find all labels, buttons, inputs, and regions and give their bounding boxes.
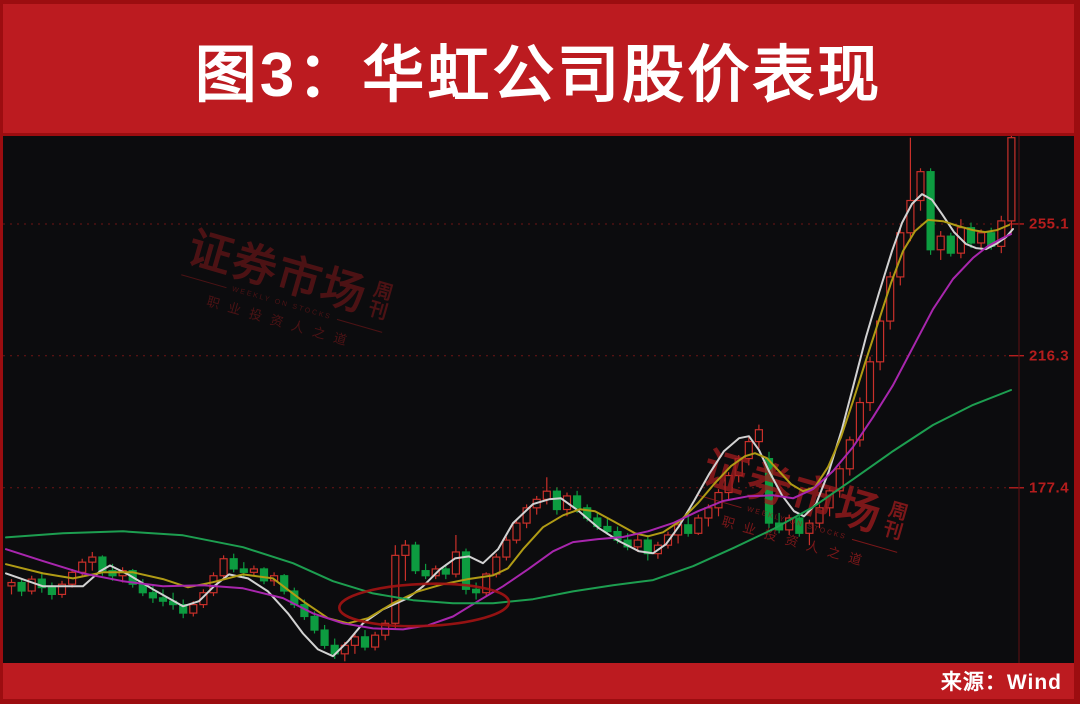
candle-body (310, 615, 319, 631)
candle-body (714, 491, 723, 509)
candle-body (966, 227, 976, 244)
candle-body (865, 361, 875, 404)
candle-body (835, 468, 844, 492)
candle-body (219, 558, 228, 577)
candle-body (916, 171, 925, 202)
candle-body (946, 235, 955, 254)
chart-canvas-base (3, 136, 1024, 663)
source-label: 来源：Wind (940, 671, 1062, 694)
candle-body (926, 171, 935, 251)
candle-body (360, 636, 370, 648)
candle-body (7, 581, 16, 587)
candle-body (88, 556, 97, 563)
candle-body (27, 578, 36, 592)
candle-body (744, 441, 753, 460)
candle-body (411, 544, 420, 572)
candle-body (441, 568, 450, 575)
candle-body (148, 592, 157, 599)
candle-body (472, 588, 481, 594)
candle-body (825, 490, 834, 509)
candlestick-chart: 证券市场 周刊 WEEKLY ON STOCKS 职业投资人之道 证券市场 周刊… (3, 136, 1074, 663)
figure-header: 图3：华虹公司股价表现 (3, 4, 1074, 133)
candle-body (896, 232, 905, 278)
figure-footer: 来源：Wind (3, 663, 1074, 699)
ma-long-magenta (5, 233, 1012, 631)
candle-body (229, 558, 238, 570)
candle-body (855, 401, 865, 441)
candle-body (694, 517, 703, 534)
candle-body (997, 220, 1006, 247)
candle-body (371, 634, 380, 648)
candle-body (421, 570, 430, 577)
candle-body (259, 568, 269, 582)
highlight-ellipse (338, 582, 511, 628)
candle-body (764, 457, 774, 524)
candle-body (391, 554, 400, 624)
candle-body (936, 235, 945, 251)
candle-body (875, 320, 885, 363)
candle-body (522, 507, 531, 524)
candle-body (47, 587, 57, 596)
candle-body (179, 603, 188, 614)
candle-body (512, 522, 521, 541)
candle-body (57, 583, 67, 596)
candle-body (785, 517, 794, 531)
figure-title: 图3：华虹公司股价表现 (194, 40, 883, 110)
candle-body (815, 507, 824, 524)
candle-body (673, 524, 683, 536)
candle-body (734, 457, 743, 477)
ma-longest-green (5, 389, 1012, 605)
candle-body (572, 495, 582, 509)
candle-body (795, 517, 804, 534)
candle-body (37, 578, 46, 589)
candle-body (754, 429, 764, 443)
candle-body (17, 581, 26, 592)
candle-body (603, 525, 612, 533)
candle-body (350, 636, 359, 646)
ma-mid-yellow (5, 218, 1010, 625)
candle-body (906, 199, 915, 234)
candle-body (401, 544, 410, 556)
candle-body (199, 592, 208, 606)
candle-body (724, 474, 733, 494)
candle-body (482, 573, 491, 594)
candle-body (189, 603, 198, 614)
candle-body (249, 568, 258, 573)
candle-body (461, 551, 471, 590)
candle-body (451, 551, 460, 575)
candle-body (976, 232, 986, 244)
candle-body (1007, 137, 1016, 222)
candle-body (158, 597, 168, 602)
candle-body (552, 490, 562, 511)
candle-body (805, 522, 814, 534)
chart-canvas-overlay (5, 193, 1014, 658)
ma-short-white (5, 193, 1014, 658)
candle-body (239, 568, 248, 573)
candle-body (684, 524, 693, 534)
candle-body (633, 539, 642, 548)
candle-body (502, 539, 511, 558)
candle-body (320, 629, 329, 646)
candle-body (643, 539, 652, 555)
